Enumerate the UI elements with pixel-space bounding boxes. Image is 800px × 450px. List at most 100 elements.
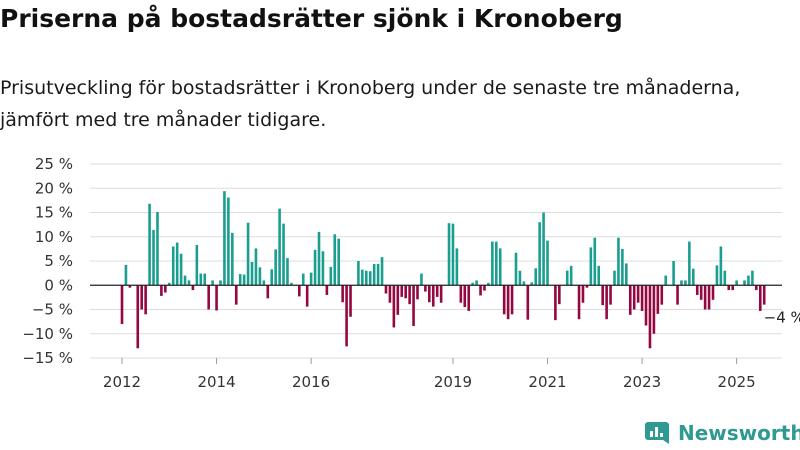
chart-bar — [609, 285, 612, 305]
chart-bar — [128, 285, 132, 288]
chart-bar — [648, 285, 652, 349]
chart-bar — [455, 248, 459, 286]
chart-bar — [298, 285, 301, 297]
chart-bar — [305, 285, 309, 307]
chart-bar — [514, 252, 518, 286]
chart-bar — [412, 285, 415, 326]
chart-bar — [152, 229, 155, 286]
chart-bar — [183, 275, 187, 286]
chart-bar — [428, 285, 431, 303]
chart-bar — [156, 212, 159, 286]
chart-bar — [439, 285, 443, 303]
chart-bar — [628, 285, 632, 315]
chart-bar — [664, 275, 668, 286]
chart-bar — [246, 222, 250, 286]
chart-bar — [538, 222, 541, 286]
chart-bar — [447, 223, 451, 286]
chart-bar — [636, 285, 640, 303]
chart-bar — [719, 246, 723, 286]
chart-bar — [148, 203, 151, 286]
chart-bar — [408, 285, 411, 305]
chart-bar — [160, 285, 163, 296]
chart-bar — [747, 275, 750, 286]
chart-bar — [372, 263, 376, 286]
chart-bar — [554, 285, 557, 321]
chart-bar — [219, 280, 222, 286]
chart-bar — [491, 241, 494, 286]
brand-logo: Newsworthy — [644, 418, 800, 448]
chart-bar — [723, 270, 727, 286]
chart-bar — [589, 247, 593, 286]
chart-bar — [258, 267, 262, 286]
chart-bar — [711, 285, 715, 300]
y-tick-label: −15 % — [22, 349, 73, 367]
chart-bar — [621, 248, 624, 286]
chart-bar — [735, 280, 738, 286]
chart-bar — [278, 208, 281, 286]
chart-bar — [546, 240, 549, 286]
chart-bar — [282, 223, 285, 286]
chart-bar — [471, 282, 474, 286]
chart-bar — [270, 269, 274, 286]
chart-bar — [361, 269, 364, 286]
x-tick-label: 2014 — [197, 373, 235, 391]
chart-bar — [266, 285, 270, 299]
chart-bar — [676, 285, 679, 305]
chart-bar — [144, 285, 147, 315]
chart-bar — [518, 270, 522, 286]
chart-bar — [703, 285, 707, 310]
chart-bar — [755, 285, 758, 291]
chart-bar — [534, 268, 537, 286]
chart-bar — [396, 285, 400, 315]
y-tick-label: 0 % — [44, 276, 73, 294]
chart-bar — [211, 280, 214, 286]
chart-bar — [459, 285, 463, 303]
chart-title: Priserna på bostadsrätter sjönk i Kronob… — [0, 4, 623, 33]
y-tick-label: 10 % — [35, 228, 73, 246]
x-tick-label: 2023 — [623, 373, 661, 391]
chart-bar — [187, 280, 191, 286]
chart-bar — [234, 285, 238, 305]
chart-bar — [313, 249, 317, 286]
chart-bar — [475, 280, 478, 286]
chart-bar — [250, 261, 254, 286]
chart-bar — [695, 285, 699, 295]
chart-bar — [617, 237, 620, 286]
chart-bar — [416, 285, 419, 300]
chart-bar — [274, 249, 277, 286]
chart-bar — [290, 282, 293, 286]
chart-bar — [175, 242, 179, 286]
chart-bar — [179, 253, 183, 286]
chart-bar — [368, 271, 372, 286]
chart-bar — [684, 280, 687, 286]
chart-bar — [542, 212, 545, 286]
y-tick-label: 5 % — [44, 252, 73, 270]
chart-bar — [301, 273, 305, 286]
chart-bar — [656, 285, 660, 314]
chart-bar — [558, 285, 561, 305]
chart-subtitle: Prisutveckling för bostadsrätter i Krono… — [0, 77, 741, 131]
chart-bar — [120, 285, 124, 325]
x-tick-label: 2012 — [103, 373, 141, 391]
chart-bar — [167, 282, 171, 286]
y-tick-label: −5 % — [32, 301, 73, 319]
chart-bar — [341, 285, 344, 303]
x-tick-label: 2021 — [528, 373, 566, 391]
chart-bar — [195, 245, 199, 286]
chart-bar — [254, 248, 258, 286]
chart-bar — [743, 280, 746, 286]
chart-bar — [660, 285, 664, 305]
chart-bar — [688, 241, 691, 286]
chart-bar — [625, 263, 628, 286]
last-value-label: −4 % — [764, 309, 800, 327]
y-tick-label: 20 % — [35, 179, 73, 197]
brand-name: Newsworthy — [678, 421, 800, 445]
chart-bar — [364, 270, 368, 286]
chart-bar — [727, 285, 731, 291]
chart-bar — [384, 285, 388, 294]
chart-bar — [309, 272, 313, 286]
chart-bar — [203, 273, 207, 286]
chart-bar — [715, 265, 719, 286]
chart-bar — [758, 285, 762, 311]
chart-bar — [238, 274, 242, 286]
